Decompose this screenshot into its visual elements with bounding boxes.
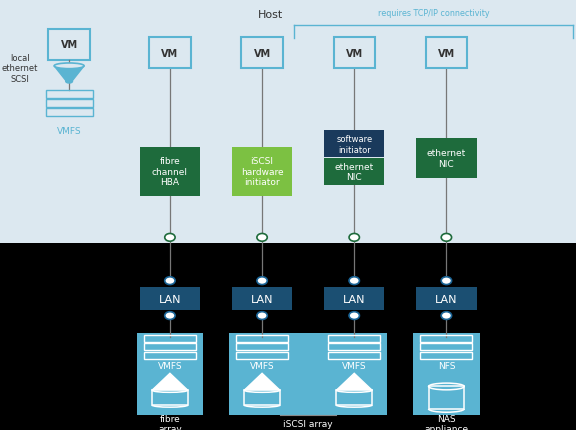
Text: NAS
appliance: NAS appliance: [425, 414, 468, 430]
Text: requires TCP/IP connectivity: requires TCP/IP connectivity: [378, 9, 489, 18]
Text: LAN: LAN: [158, 294, 181, 304]
Bar: [149, 38, 191, 69]
Text: iSCSI array: iSCSI array: [283, 419, 333, 428]
Circle shape: [349, 234, 359, 242]
Text: VM: VM: [253, 49, 271, 59]
Text: LAN: LAN: [343, 294, 366, 304]
Circle shape: [257, 234, 267, 242]
Text: VMFS: VMFS: [57, 127, 81, 135]
Bar: [420, 352, 472, 359]
Bar: [336, 390, 372, 405]
PathPatch shape: [54, 67, 84, 82]
Text: LAN: LAN: [435, 294, 458, 304]
Text: NFS: NFS: [438, 361, 455, 370]
Bar: [46, 109, 93, 117]
Bar: [244, 390, 280, 405]
Text: VM: VM: [346, 49, 363, 59]
Bar: [0, 0, 576, 243]
Text: fibre
channel
HBA: fibre channel HBA: [152, 157, 188, 187]
Text: software
initiator: software initiator: [336, 135, 372, 154]
Circle shape: [441, 312, 452, 320]
Text: VMFS: VMFS: [250, 361, 274, 370]
Text: fibre
array: fibre array: [158, 414, 182, 430]
Bar: [420, 335, 472, 342]
Bar: [139, 147, 200, 197]
Circle shape: [349, 277, 359, 285]
Bar: [0, 243, 576, 430]
Text: VMFS: VMFS: [158, 361, 182, 370]
Circle shape: [349, 312, 359, 320]
Bar: [46, 91, 93, 98]
Bar: [144, 352, 196, 359]
Bar: [236, 344, 288, 350]
Bar: [152, 390, 188, 405]
Bar: [46, 100, 93, 108]
Bar: [137, 333, 203, 415]
Text: Host: Host: [258, 10, 283, 20]
Text: VM: VM: [438, 49, 455, 59]
Bar: [48, 30, 90, 61]
Text: local
ethernet
SCSI: local ethernet SCSI: [2, 54, 39, 84]
Circle shape: [441, 234, 452, 242]
Text: LAN: LAN: [251, 294, 274, 304]
Text: VM: VM: [161, 49, 179, 59]
Text: iSCSI
hardware
initiator: iSCSI hardware initiator: [241, 157, 283, 187]
PathPatch shape: [336, 373, 372, 390]
Bar: [416, 287, 476, 310]
Circle shape: [441, 277, 452, 285]
Bar: [324, 131, 385, 158]
Bar: [232, 287, 293, 310]
Bar: [328, 335, 380, 342]
Bar: [236, 352, 288, 359]
Bar: [426, 38, 467, 69]
Text: ethernet
NIC: ethernet NIC: [335, 162, 374, 182]
Bar: [416, 138, 476, 179]
Bar: [232, 147, 293, 197]
Text: VMFS: VMFS: [342, 361, 366, 370]
Bar: [324, 159, 385, 185]
Circle shape: [165, 234, 175, 242]
Bar: [328, 352, 380, 359]
Bar: [236, 335, 288, 342]
PathPatch shape: [244, 373, 280, 390]
Bar: [144, 335, 196, 342]
Bar: [144, 344, 196, 350]
Ellipse shape: [54, 64, 84, 70]
Bar: [328, 344, 380, 350]
Circle shape: [165, 312, 175, 320]
Bar: [420, 344, 472, 350]
Circle shape: [257, 312, 267, 320]
Text: VM: VM: [60, 40, 78, 50]
Circle shape: [257, 277, 267, 285]
Text: ethernet
NIC: ethernet NIC: [427, 149, 466, 169]
Bar: [429, 387, 464, 409]
Ellipse shape: [66, 80, 73, 84]
Bar: [414, 333, 479, 415]
Bar: [324, 287, 385, 310]
Bar: [241, 38, 283, 69]
Bar: [334, 38, 375, 69]
PathPatch shape: [152, 373, 188, 390]
Circle shape: [165, 277, 175, 285]
Bar: [139, 287, 200, 310]
Bar: [229, 333, 387, 415]
